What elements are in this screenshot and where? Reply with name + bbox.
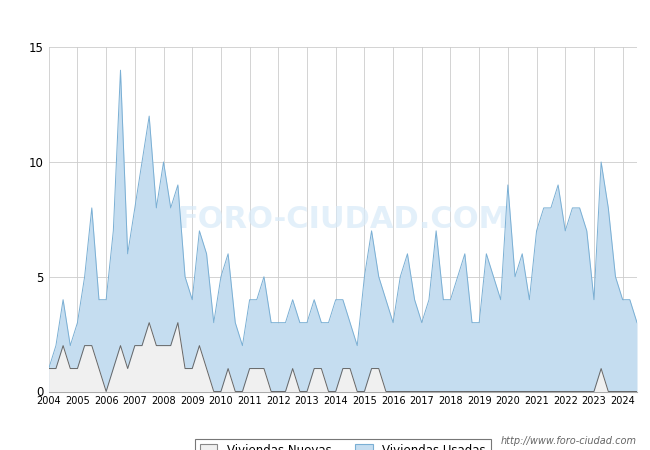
Text: Caniles - Evolucion del Nº de Transacciones Inmobiliarias: Caniles - Evolucion del Nº de Transaccio… [116,11,534,26]
Legend: Viviendas Nuevas, Viviendas Usadas: Viviendas Nuevas, Viviendas Usadas [195,439,491,450]
Text: http://www.foro-ciudad.com: http://www.foro-ciudad.com [501,436,637,446]
Text: FORO-CIUDAD.COM: FORO-CIUDAD.COM [177,205,509,234]
